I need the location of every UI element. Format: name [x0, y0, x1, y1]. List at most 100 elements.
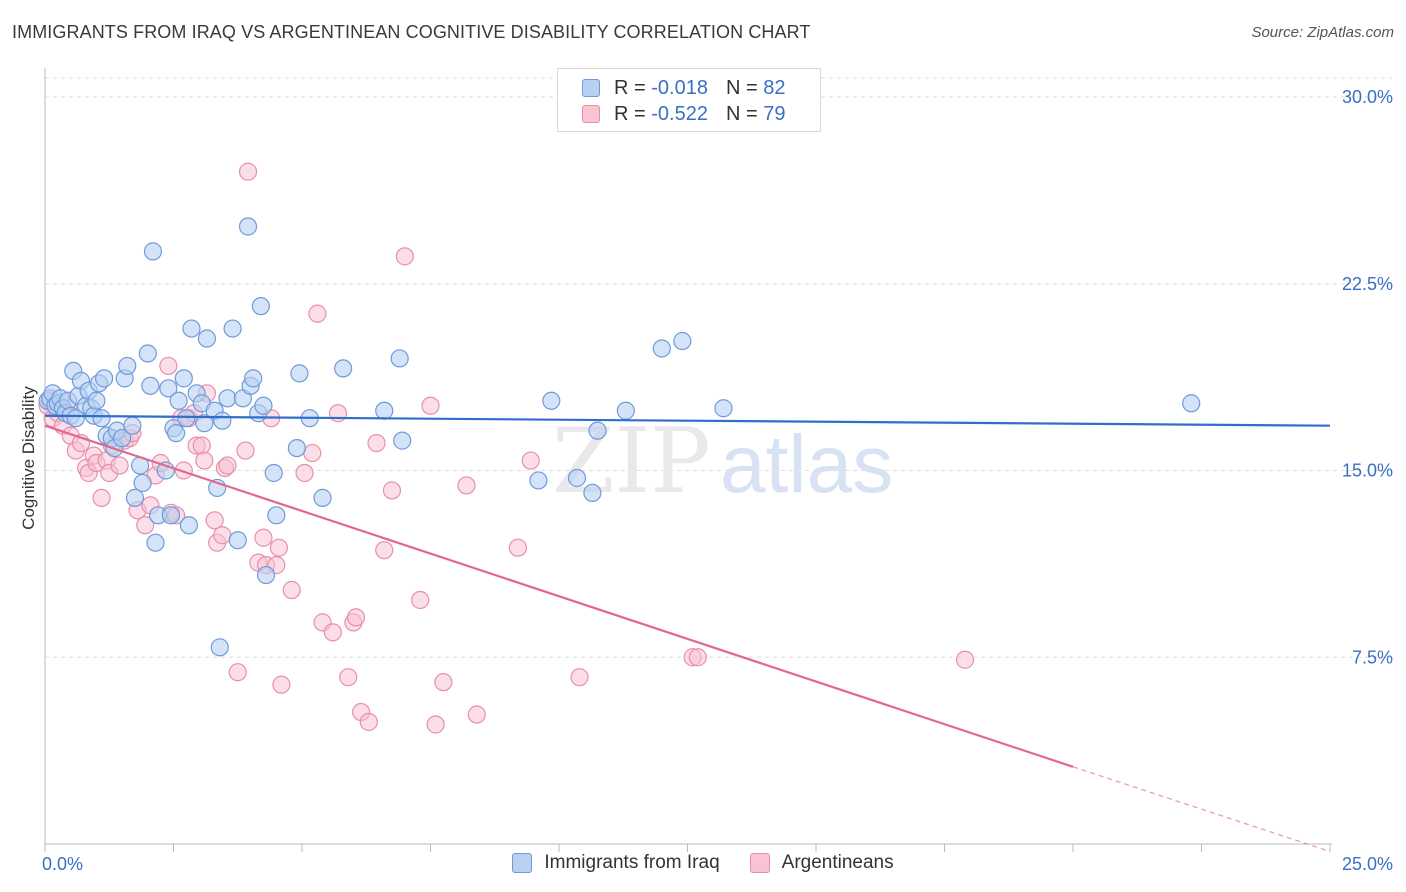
data-point-argentineans [375, 541, 394, 560]
data-point-argentineans [192, 436, 211, 455]
data-point-iraq [223, 319, 242, 338]
data-point-iraq [238, 217, 258, 236]
data-point-argentineans [346, 608, 366, 627]
data-point-iraq [87, 391, 106, 410]
iraq-points [38, 217, 1201, 657]
data-point-iraq [143, 242, 163, 261]
data-point-iraq [714, 399, 733, 418]
data-point-iraq [66, 409, 85, 428]
legend-row-iraq: R = -0.018 N = 82 [582, 77, 785, 99]
data-point-argentineans [195, 451, 214, 470]
data-point-argentineans [328, 404, 348, 423]
data-point-argentineans [254, 528, 273, 547]
data-point-iraq [251, 297, 270, 316]
data-point-argentineans [521, 451, 540, 470]
legend-r-value: -0.018 [651, 76, 708, 99]
data-point-iraq [588, 421, 607, 440]
data-point-iraq [141, 376, 160, 395]
data-point-iraq [118, 356, 137, 376]
axes [44, 68, 1332, 852]
data-point-iraq [179, 516, 199, 535]
legend-item-iraq[interactable]: Immigrants from Iraq [512, 852, 720, 874]
legend-row-argentineans: R = -0.522 N = 79 [582, 103, 785, 125]
data-point-argentineans [382, 481, 402, 500]
y-axis-label: Cognitive Disability [19, 386, 38, 530]
y-tick-label: 30.0% [1342, 87, 1393, 107]
data-point-argentineans [174, 461, 193, 480]
data-point-iraq [159, 379, 178, 398]
data-point-iraq [133, 473, 152, 493]
data-point-iraq [393, 431, 412, 450]
data-point-argentineans [467, 705, 486, 724]
data-point-iraq [177, 409, 196, 428]
data-point-argentineans [308, 304, 327, 323]
data-point-argentineans [688, 648, 707, 667]
data-point-argentineans [323, 623, 342, 642]
legend-label-argentineans: Argentineans [781, 852, 894, 873]
data-point-argentineans [570, 668, 589, 687]
trend-line-argentineans-extension [1072, 766, 1331, 853]
legend-n-value: 79 [763, 102, 786, 125]
data-point-iraq [287, 438, 306, 458]
data-point-iraq [182, 319, 201, 338]
data-point-argentineans [395, 247, 414, 266]
data-point-argentineans [282, 580, 301, 600]
data-point-argentineans [434, 673, 453, 692]
data-point-iraq [92, 409, 111, 428]
data-point-iraq [218, 389, 237, 408]
data-point-iraq [375, 401, 394, 420]
trend-line-argentineans [44, 424, 1074, 768]
data-point-argentineans [269, 538, 288, 557]
data-point-iraq [174, 369, 193, 388]
watermark-zip: ZIP [552, 409, 711, 514]
data-point-iraq [213, 411, 232, 430]
data-point-argentineans [457, 476, 476, 495]
legend-r-label: R = [614, 76, 652, 99]
data-point-iraq [169, 391, 188, 410]
correlation-legend: R = -0.018 N = 82 R = -0.522 N = 79 [557, 68, 821, 132]
data-point-argentineans [238, 162, 258, 181]
data-point-argentineans [92, 488, 111, 507]
data-point-iraq [313, 488, 332, 507]
data-point-argentineans [426, 715, 445, 734]
data-point-iraq [161, 506, 181, 525]
legend-swatch-iraq [512, 853, 533, 873]
watermark: ZIP atlas [552, 409, 893, 514]
x-tick-label: 25.0% [1342, 854, 1393, 874]
data-point-argentineans [205, 511, 224, 530]
data-point-argentineans [228, 663, 247, 682]
data-point-argentineans [955, 650, 975, 669]
data-point-iraq [254, 396, 273, 415]
data-point-iraq [146, 533, 165, 552]
trend-lines [44, 414, 1331, 853]
data-point-iraq [123, 416, 142, 435]
legend-r-label: R = [614, 102, 652, 125]
data-point-argentineans [508, 538, 527, 557]
legend-item-argentineans[interactable]: Argentineans [749, 852, 894, 874]
data-point-iraq [228, 531, 247, 550]
data-point-argentineans [236, 441, 255, 460]
data-point-iraq [210, 638, 229, 657]
y-tick-label: 7.5% [1352, 647, 1393, 667]
data-point-iraq [334, 359, 353, 378]
data-point-iraq [616, 401, 635, 420]
data-point-argentineans [421, 396, 440, 415]
legend-n-value: 82 [763, 76, 786, 99]
y-tick-label: 15.0% [1342, 461, 1393, 481]
data-point-argentineans [339, 668, 358, 687]
legend-label-iraq: Immigrants from Iraq [544, 852, 720, 873]
x-tick-label: 0.0% [42, 854, 83, 874]
legend-r-value: -0.522 [651, 102, 708, 125]
legend-swatch-argentineans [749, 853, 770, 873]
trend-line-iraq [44, 414, 1331, 427]
data-point-iraq [673, 331, 692, 351]
legend-n-label: N = [725, 102, 764, 125]
data-point-argentineans [218, 456, 237, 475]
data-point-argentineans [272, 675, 291, 694]
data-point-argentineans [136, 516, 155, 535]
legend-swatch-iraq [582, 79, 600, 97]
data-point-iraq [166, 424, 186, 443]
data-point-iraq [112, 429, 132, 448]
data-point-iraq [290, 364, 309, 383]
